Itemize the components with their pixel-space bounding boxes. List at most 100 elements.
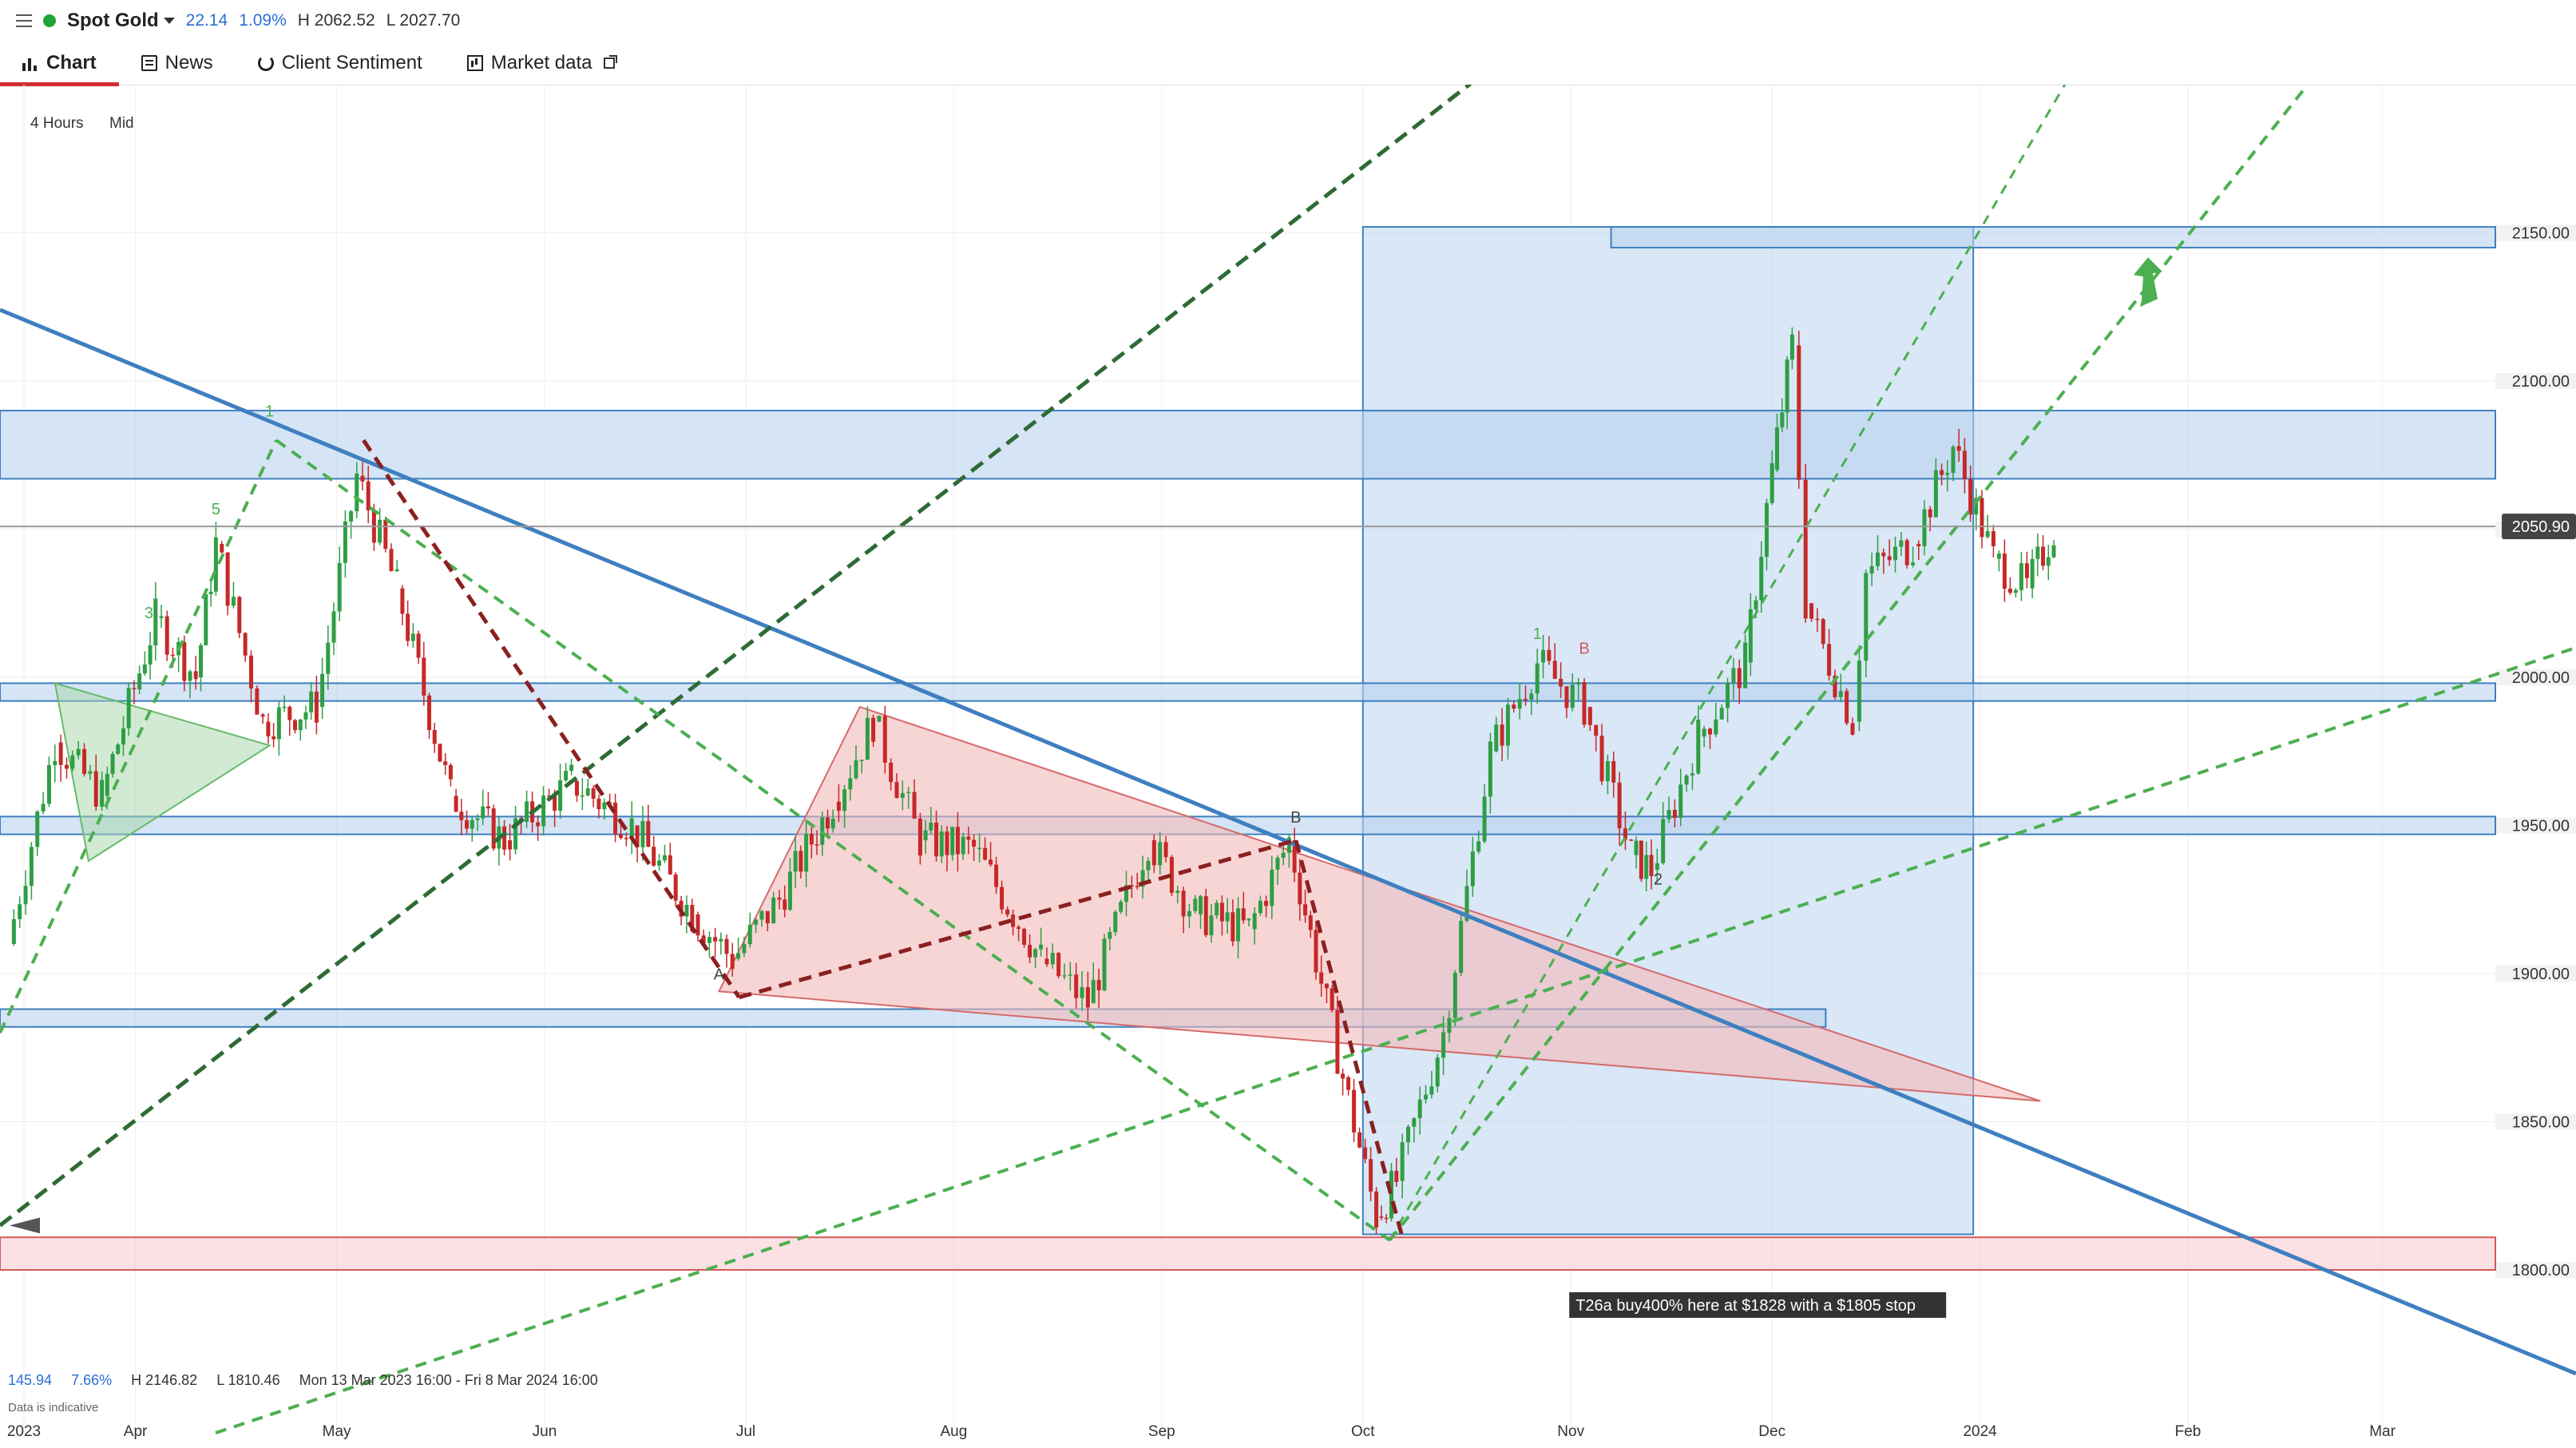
candle-body bbox=[491, 808, 496, 849]
candle-body bbox=[1702, 728, 1706, 737]
tab-market-data[interactable]: Market data bbox=[445, 42, 637, 85]
candle-body bbox=[662, 855, 667, 861]
candle-body bbox=[929, 822, 933, 831]
candle-body bbox=[1406, 1126, 1410, 1143]
candle-body bbox=[1352, 1089, 1357, 1133]
candle-body bbox=[1005, 909, 1010, 915]
candle-body bbox=[1091, 979, 1096, 1004]
trade-callout: T26a buy400% here at $1828 with a $1805 … bbox=[1575, 1297, 1916, 1315]
candle-body bbox=[110, 753, 115, 774]
candle-body bbox=[53, 760, 57, 766]
candle-body bbox=[1587, 707, 1592, 725]
x-tick-label: Oct bbox=[1351, 1423, 1375, 1440]
candle-body bbox=[825, 817, 830, 829]
candle-body bbox=[378, 519, 382, 543]
candle-body bbox=[1335, 1010, 1340, 1074]
candle-body bbox=[1124, 885, 1129, 903]
candle-body bbox=[889, 762, 894, 783]
candle-body bbox=[309, 691, 314, 712]
candle-body bbox=[1129, 885, 1134, 887]
candle-body bbox=[536, 822, 541, 827]
candle-body bbox=[1869, 565, 1874, 574]
candle-body bbox=[742, 944, 747, 954]
candle-body bbox=[1770, 462, 1774, 503]
candle-body bbox=[1203, 896, 1208, 935]
candle-body bbox=[18, 904, 22, 919]
candle-body bbox=[1447, 1018, 1452, 1033]
candle-body bbox=[1517, 699, 1522, 709]
candle-body bbox=[848, 778, 853, 790]
candle-body bbox=[422, 657, 426, 696]
candle-body bbox=[1599, 736, 1604, 782]
candle-body bbox=[1374, 1191, 1379, 1228]
candle-body bbox=[1666, 809, 1671, 819]
candle-body bbox=[917, 818, 922, 856]
candle-body bbox=[602, 802, 607, 810]
timeframe-selector[interactable]: 4 Hours bbox=[30, 115, 84, 132]
candle-body bbox=[635, 825, 640, 847]
candle-body bbox=[1911, 562, 1916, 565]
candle-body bbox=[1962, 450, 1967, 479]
candle-body bbox=[1135, 886, 1139, 887]
candle-body bbox=[2046, 557, 2051, 566]
tab-client-sentiment[interactable]: Client Sentiment bbox=[236, 42, 445, 85]
x-tick-label: 2023 bbox=[7, 1423, 41, 1440]
candle-body bbox=[1956, 446, 1961, 451]
candle-body bbox=[1857, 661, 1861, 722]
candle-body bbox=[1412, 1118, 1417, 1127]
candle-body bbox=[1775, 427, 1779, 470]
candle-body bbox=[416, 633, 421, 658]
candle-body bbox=[1570, 684, 1575, 708]
candle-body bbox=[618, 834, 623, 839]
candle-body bbox=[303, 712, 308, 720]
candle-body bbox=[1968, 478, 1973, 515]
candle-body bbox=[939, 831, 944, 857]
period-high: H 2146.82 bbox=[131, 1372, 198, 1388]
green-projection-line bbox=[1388, 85, 2309, 1242]
price-type-selector[interactable]: Mid bbox=[109, 115, 134, 132]
candle-body bbox=[966, 836, 971, 840]
candle-body bbox=[88, 771, 93, 774]
dark-red-wave-line bbox=[362, 438, 741, 999]
hamburger-menu-icon[interactable] bbox=[16, 14, 32, 27]
candle-body bbox=[1241, 908, 1246, 921]
candle-body bbox=[148, 645, 153, 664]
candle-body bbox=[707, 937, 711, 943]
caret-down-icon bbox=[163, 18, 175, 24]
wave-label: A bbox=[714, 966, 725, 983]
candle-body bbox=[955, 827, 960, 855]
y-tick-label: 2100.00 bbox=[2512, 373, 2570, 391]
candle-body bbox=[389, 549, 394, 572]
candle-body bbox=[1494, 724, 1499, 752]
tab-news[interactable]: News bbox=[119, 42, 236, 85]
candle-body bbox=[1815, 618, 1820, 621]
candle-body bbox=[1850, 723, 1855, 735]
candle-body bbox=[1928, 509, 1932, 518]
candle-body bbox=[1623, 828, 1627, 840]
y-axis-bg bbox=[2495, 817, 2576, 834]
news-icon bbox=[141, 55, 157, 71]
candle-body bbox=[1209, 915, 1214, 935]
candle-body bbox=[1864, 573, 1869, 661]
instrument-selector[interactable]: Spot Gold bbox=[67, 10, 175, 32]
candle-body bbox=[454, 795, 458, 812]
candle-body bbox=[1564, 686, 1569, 708]
candle-body bbox=[1719, 708, 1724, 720]
candle-body bbox=[525, 801, 529, 823]
green-impulse-line bbox=[0, 439, 278, 1034]
candle-body bbox=[1708, 728, 1712, 735]
candle-body bbox=[2019, 563, 2023, 590]
candle-body bbox=[771, 897, 776, 924]
tab-chart[interactable]: Chart bbox=[0, 42, 119, 86]
candle-body bbox=[1187, 910, 1191, 917]
candle-body bbox=[260, 714, 265, 717]
period-change: 145.94 bbox=[8, 1372, 53, 1388]
external-link-icon bbox=[603, 55, 617, 69]
dark-green-channel-line bbox=[0, 85, 1472, 1228]
candle-body bbox=[1470, 851, 1475, 887]
candle-body bbox=[934, 822, 939, 857]
price-chart[interactable]: 2023 Apr May Jun Jul Aug Sep Oct Nov Dec 2024 Feb Ma… bbox=[0, 85, 2576, 1448]
green-support-line bbox=[215, 646, 2576, 1434]
y-tick-label: 1800.00 bbox=[2512, 1262, 2570, 1279]
candle-body bbox=[1275, 857, 1280, 870]
